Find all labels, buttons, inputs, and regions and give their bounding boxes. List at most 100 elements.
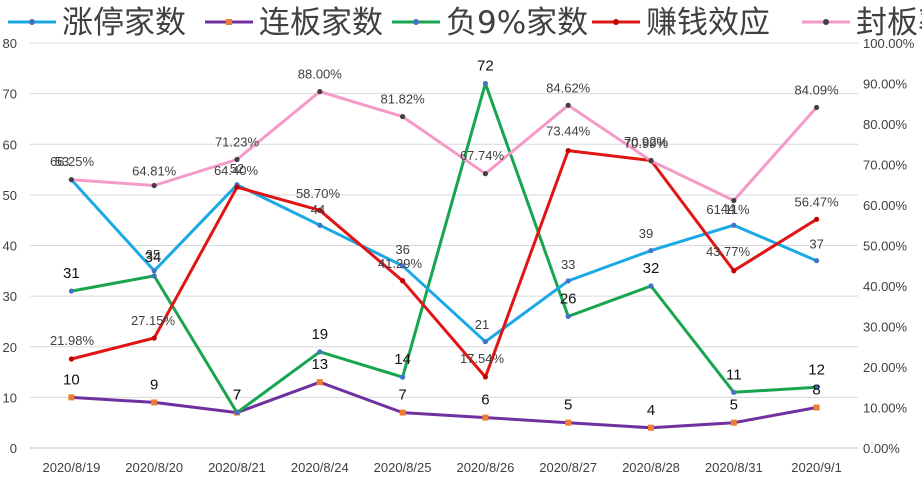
data-label: 53 xyxy=(55,154,69,169)
data-label: 44 xyxy=(721,201,735,216)
data-label: 43.77% xyxy=(706,244,751,259)
series-marker xyxy=(731,222,737,228)
series-marker xyxy=(648,158,654,164)
series-line xyxy=(71,90,818,202)
series-marker xyxy=(731,268,737,274)
y-right-tick-label: 10.00% xyxy=(863,401,908,416)
series-marker xyxy=(151,182,157,189)
data-label: 39 xyxy=(639,226,653,241)
data-label: 84.62% xyxy=(546,80,591,95)
data-label: 14 xyxy=(394,351,411,368)
data-label: 37 xyxy=(809,237,823,252)
series-marker xyxy=(68,394,75,401)
data-label: 27.15% xyxy=(131,313,176,328)
data-label: 19 xyxy=(311,326,328,343)
x-tick-label: 2020/8/26 xyxy=(456,460,514,475)
series-marker xyxy=(234,184,240,190)
legend-swatch-marker xyxy=(613,19,619,25)
series-marker xyxy=(814,258,820,264)
series-line xyxy=(71,380,817,430)
y-left-tick-label: 60 xyxy=(3,137,17,152)
legend-swatch-marker xyxy=(823,19,829,25)
x-tick-label: 2020/8/19 xyxy=(42,460,100,475)
series-marker xyxy=(400,278,406,284)
x-tick-label: 2020/8/27 xyxy=(539,460,597,475)
data-label: 44 xyxy=(311,202,325,217)
data-label: 32 xyxy=(643,260,660,277)
series-marker xyxy=(565,419,572,426)
data-label: 21.98% xyxy=(50,333,95,348)
series-marker xyxy=(317,349,323,355)
legend-swatch-marker xyxy=(413,19,419,25)
series-marker xyxy=(151,273,157,279)
series-marker xyxy=(565,313,571,319)
series-marker xyxy=(731,389,737,395)
data-label: 58.70% xyxy=(296,186,341,201)
data-label: 70.99% xyxy=(624,136,669,151)
data-label: 34 xyxy=(145,249,162,266)
data-label: 31 xyxy=(63,265,80,282)
x-tick-label: 2020/8/21 xyxy=(208,460,266,475)
series-marker xyxy=(151,399,158,406)
series-marker xyxy=(565,278,571,284)
data-label: 7 xyxy=(398,387,406,404)
data-label: 13 xyxy=(311,356,328,373)
y-left-tick-label: 40 xyxy=(3,239,17,254)
data-label: 71.23% xyxy=(215,135,260,150)
legend: 涨停家数 连板家数 负9%家数 赚钱效应 封板率 xyxy=(8,5,922,41)
series-marker xyxy=(151,268,157,274)
legend-entry: 封板率 xyxy=(856,5,922,41)
data-label: 12 xyxy=(808,361,825,378)
series-marker xyxy=(234,156,240,163)
data-label: 81.82% xyxy=(381,92,426,107)
y-left-tick-label: 20 xyxy=(3,340,17,355)
series-marker xyxy=(400,114,406,120)
y-right-tick-label: 60.00% xyxy=(863,198,908,213)
legend-entry: 连板家数 xyxy=(259,5,383,41)
y-right-tick-label: 40.00% xyxy=(863,279,908,294)
data-label: 64.81% xyxy=(132,164,177,179)
series-marker xyxy=(317,89,323,95)
data-label: 35 xyxy=(146,247,160,262)
series-marker xyxy=(648,247,654,254)
series-line xyxy=(71,149,818,379)
series-marker xyxy=(317,222,323,228)
series-marker xyxy=(814,384,820,390)
series-marker xyxy=(814,104,820,111)
series-marker xyxy=(400,374,406,380)
data-label: 10 xyxy=(63,371,80,388)
y-right-tick-label: 80.00% xyxy=(863,117,908,132)
series-marker xyxy=(68,356,74,362)
data-label: 52 xyxy=(230,161,244,176)
series-marker xyxy=(730,419,737,426)
data-label: 17.54% xyxy=(460,351,505,366)
series-marker xyxy=(731,197,737,204)
x-tick-label: 2020/8/24 xyxy=(291,460,349,475)
series-marker xyxy=(814,216,820,222)
series-marker xyxy=(68,288,74,294)
data-label: 70.92% xyxy=(624,134,669,149)
y-left-tick-label: 80 xyxy=(3,36,17,51)
y-right-tick-label: 50.00% xyxy=(863,239,908,254)
data-label: 33 xyxy=(561,257,575,272)
data-label: 67.74% xyxy=(460,148,505,163)
series-marker xyxy=(151,335,157,341)
series-marker xyxy=(317,207,323,213)
y-left-tick-label: 50 xyxy=(3,188,17,203)
series-marker xyxy=(565,102,571,108)
y-right-tick-label: 70.00% xyxy=(863,158,908,173)
series-marker xyxy=(482,80,488,87)
series-marker xyxy=(482,374,488,380)
legend-entry: 涨停家数 xyxy=(62,5,186,41)
data-label: 4 xyxy=(647,402,655,419)
legend-entry: 赚钱效应 xyxy=(646,5,770,41)
data-label: 64.40% xyxy=(214,163,259,178)
data-label: 21 xyxy=(475,317,489,332)
data-label: 7 xyxy=(233,387,241,404)
data-label: 66.25% xyxy=(50,154,95,169)
data-label: 41.29% xyxy=(378,256,423,271)
series-marker xyxy=(482,171,488,177)
data-label: 7 xyxy=(233,387,241,404)
y-left-tick-label: 0 xyxy=(10,441,17,456)
